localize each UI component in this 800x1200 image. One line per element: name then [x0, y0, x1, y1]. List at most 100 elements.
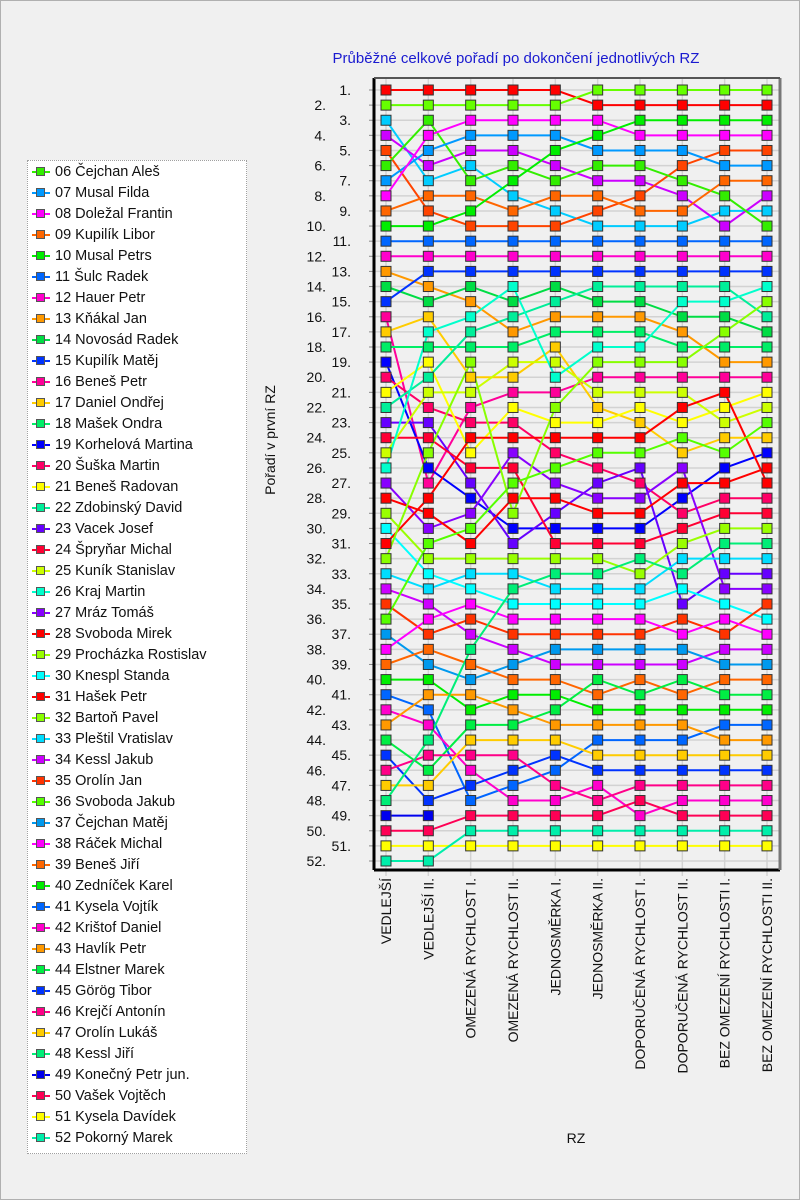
data-point	[465, 296, 477, 308]
data-point	[507, 779, 519, 791]
data-point	[719, 371, 731, 383]
data-point	[719, 583, 731, 595]
data-point	[634, 432, 646, 444]
y-tick-label: 43.	[332, 717, 351, 733]
data-point	[380, 643, 392, 655]
data-point	[549, 235, 561, 247]
data-point	[592, 401, 604, 413]
data-point	[507, 386, 519, 398]
legend-marker-icon	[32, 1027, 50, 1039]
data-point	[592, 281, 604, 293]
data-point	[549, 386, 561, 398]
data-point	[634, 779, 646, 791]
data-point	[380, 341, 392, 353]
x-tick-label: OMEZENÁ RYCHLOST I.	[463, 878, 479, 1039]
data-point	[676, 840, 688, 852]
y-tick-label: 3.	[339, 112, 351, 128]
data-point	[676, 296, 688, 308]
data-point	[676, 628, 688, 640]
data-point	[719, 568, 731, 580]
data-point	[549, 583, 561, 595]
data-point	[761, 386, 773, 398]
legend-label: 12 Hauer Petr	[55, 290, 146, 306]
data-point	[676, 749, 688, 761]
data-point	[507, 341, 519, 353]
legend-item: 37 Čejchan Matěj	[32, 813, 168, 833]
data-point	[719, 462, 731, 474]
y-tick-label: 32.	[307, 551, 326, 567]
data-point	[507, 99, 519, 111]
data-point	[719, 674, 731, 686]
data-point	[380, 840, 392, 852]
data-point	[507, 643, 519, 655]
data-point	[422, 190, 434, 202]
data-point	[507, 190, 519, 202]
series-22	[385, 285, 768, 409]
series-markers-20	[380, 371, 773, 519]
data-point	[549, 371, 561, 383]
series-markers-43	[380, 689, 773, 746]
series-47	[386, 739, 767, 787]
data-point	[761, 583, 773, 595]
legend-marker-icon	[32, 313, 50, 325]
series-markers-33	[380, 553, 773, 595]
data-point	[592, 734, 604, 746]
data-point	[465, 538, 477, 550]
legend-item: 32 Bartoň Pavel	[32, 708, 158, 728]
data-point	[380, 190, 392, 202]
series-markers-11	[380, 235, 773, 247]
y-tick-label: 22.	[307, 399, 326, 415]
data-point	[592, 643, 604, 655]
data-point	[465, 205, 477, 217]
y-tick-label: 9.	[339, 203, 351, 219]
legend-label: 41 Kysela Vojtík	[55, 899, 159, 915]
data-point	[549, 84, 561, 96]
data-point	[422, 507, 434, 519]
data-point	[719, 764, 731, 776]
legend-marker-icon	[32, 649, 50, 661]
series-markers-37	[380, 628, 773, 686]
data-point	[465, 568, 477, 580]
data-point	[380, 205, 392, 217]
legend-marker-icon	[32, 208, 50, 220]
data-point	[676, 235, 688, 247]
legend-item: 31 Hašek Petr	[32, 687, 147, 707]
data-point	[422, 825, 434, 837]
data-point	[465, 190, 477, 202]
data-point	[634, 795, 646, 807]
data-point	[507, 840, 519, 852]
data-point	[465, 311, 477, 323]
data-point	[549, 568, 561, 580]
data-point	[761, 160, 773, 172]
data-point	[761, 281, 773, 293]
legend-label: 48 Kessl Jiří	[55, 1046, 134, 1062]
data-point	[592, 704, 604, 716]
legend-item: 15 Kupilík Matěj	[32, 351, 158, 371]
series-line	[385, 361, 768, 454]
data-point	[380, 160, 392, 172]
data-point	[761, 764, 773, 776]
data-point	[592, 568, 604, 580]
data-point	[380, 764, 392, 776]
data-point	[676, 507, 688, 519]
legend-marker-icon	[32, 796, 50, 808]
data-point	[676, 356, 688, 368]
data-point	[592, 538, 604, 550]
data-point	[761, 265, 773, 277]
data-point	[422, 114, 434, 126]
y-tick-label: 15.	[332, 294, 351, 310]
data-point	[380, 401, 392, 413]
data-point	[592, 235, 604, 247]
legend-marker-icon	[32, 1048, 50, 1060]
data-point	[380, 492, 392, 504]
data-point	[549, 356, 561, 368]
data-point	[507, 628, 519, 640]
data-point	[634, 598, 646, 610]
series-line	[385, 542, 767, 802]
data-point	[592, 522, 604, 534]
y-tick-label: 30.	[307, 520, 326, 536]
data-point	[592, 371, 604, 383]
legend-marker-icon	[32, 775, 50, 787]
series-25	[385, 361, 768, 454]
legend-item: 24 Špryňar Michal	[32, 540, 172, 560]
